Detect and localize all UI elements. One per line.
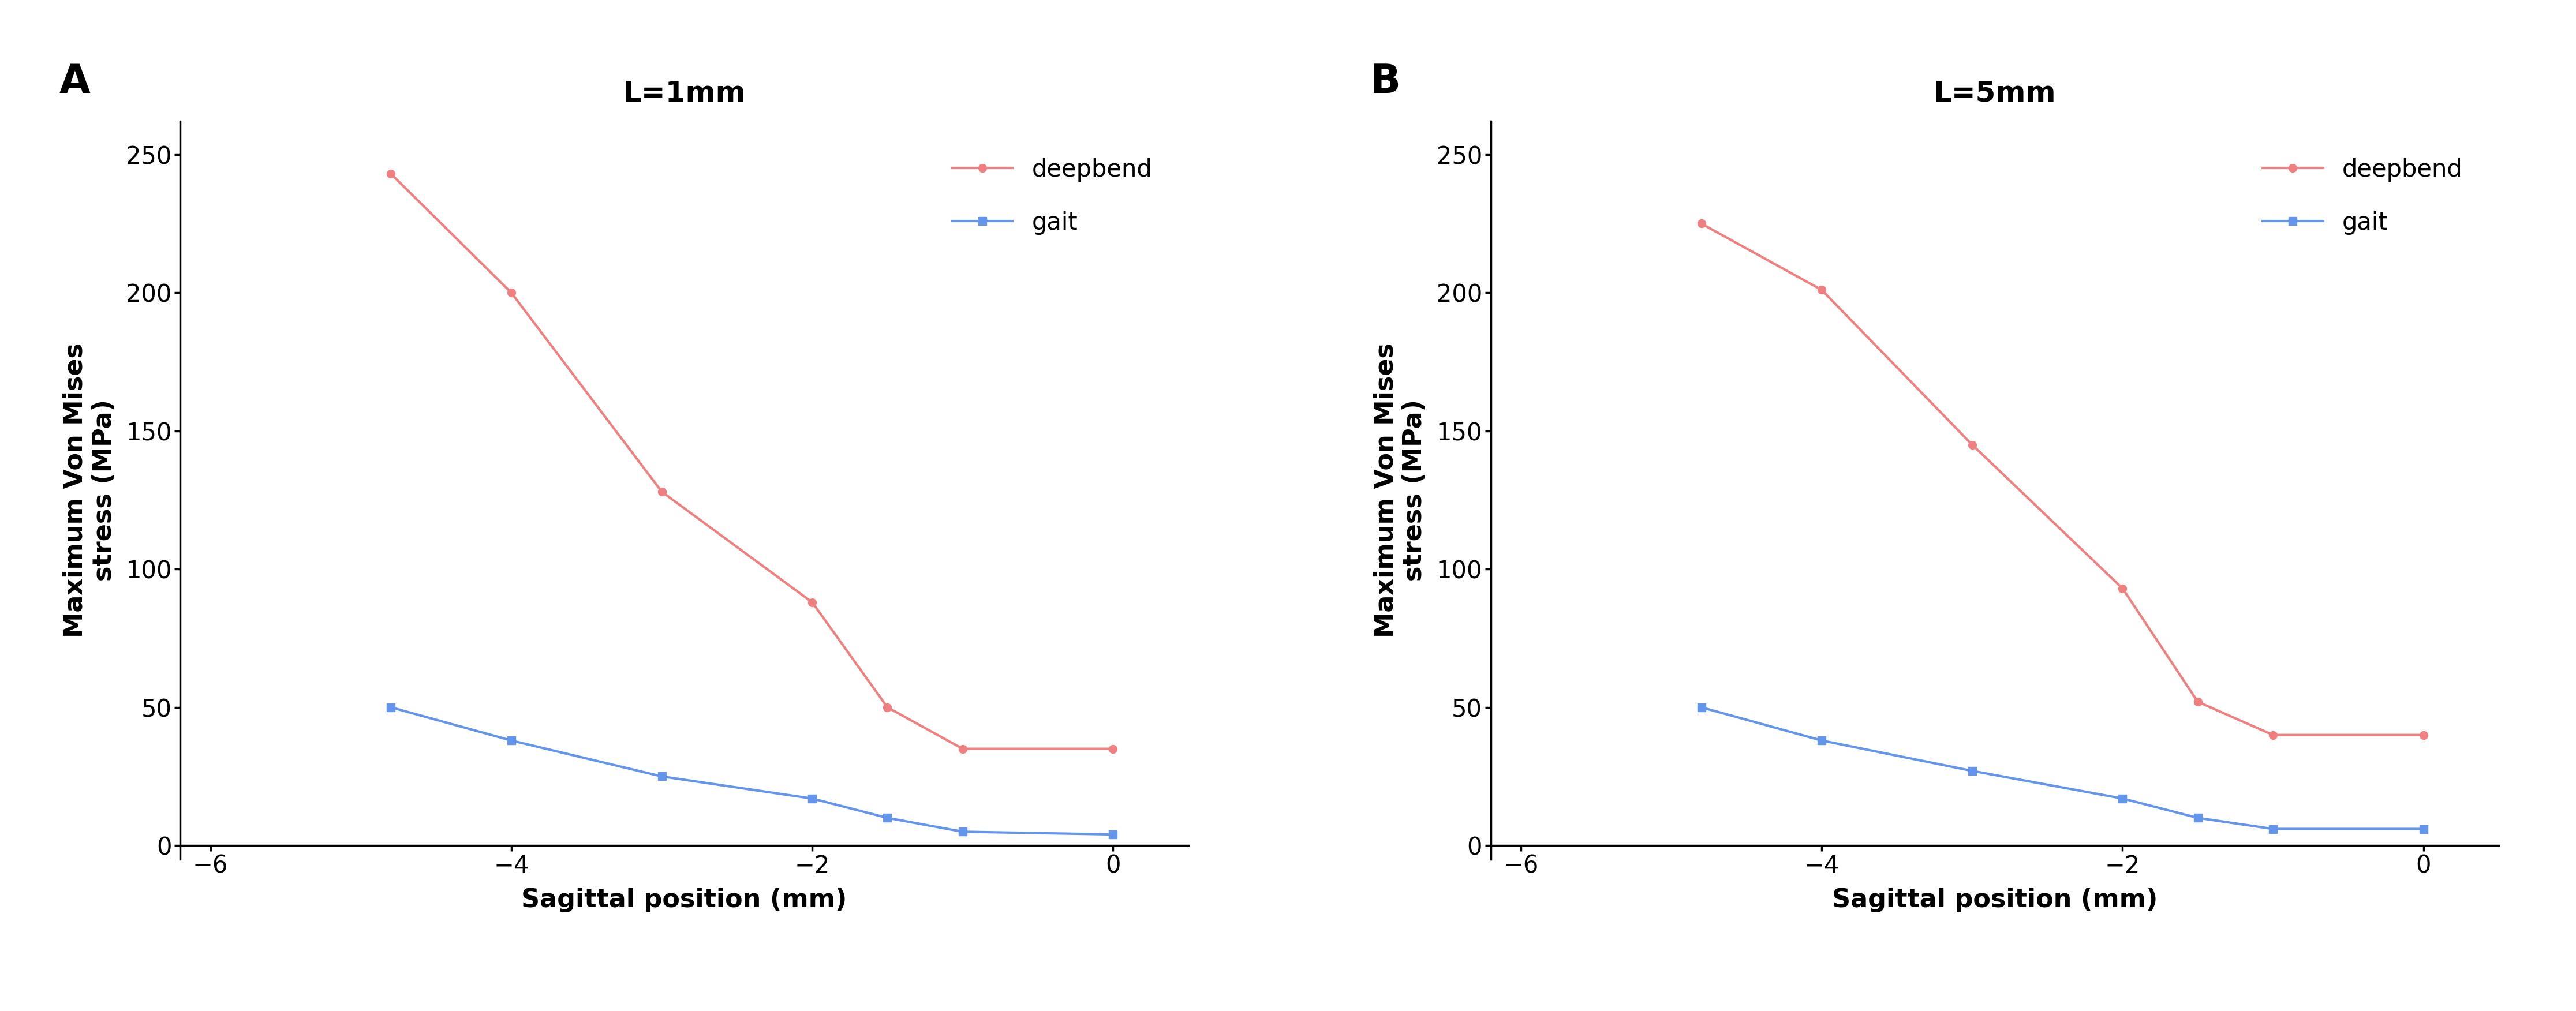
Line: deepbend: deepbend: [386, 170, 1118, 753]
Line: gait: gait: [386, 704, 1118, 838]
gait: [495, 734, 526, 746]
deepbend: [2107, 582, 2138, 594]
deepbend: [1958, 439, 1989, 451]
Title: L=1mm: L=1mm: [623, 79, 744, 107]
gait: [2257, 823, 2287, 835]
deepbend: [495, 287, 526, 299]
Text: B: B: [1370, 63, 1401, 101]
deepbend: [1806, 284, 1837, 296]
gait: [376, 702, 407, 714]
deepbend: [2409, 729, 2439, 741]
gait: [2182, 812, 2213, 824]
deepbend: [2257, 729, 2287, 741]
deepbend: [647, 485, 677, 497]
deepbend: [2182, 696, 2213, 708]
gait: [1958, 765, 1989, 777]
gait: [871, 812, 902, 824]
deepbend: [948, 743, 979, 755]
gait: [647, 770, 677, 783]
X-axis label: Sagittal position (mm): Sagittal position (mm): [520, 888, 848, 913]
gait: [2409, 823, 2439, 835]
deepbend: [871, 702, 902, 714]
deepbend: [376, 168, 407, 180]
Y-axis label: Maximum Von Mises
stress (MPa): Maximum Von Mises stress (MPa): [1373, 343, 1427, 638]
Text: A: A: [59, 63, 90, 101]
deepbend: [1685, 217, 1716, 229]
Y-axis label: Maximum Von Mises
stress (MPa): Maximum Von Mises stress (MPa): [62, 343, 116, 638]
Line: gait: gait: [1698, 704, 2427, 833]
gait: [948, 826, 979, 838]
gait: [796, 793, 827, 805]
gait: [2107, 793, 2138, 805]
X-axis label: Sagittal position (mm): Sagittal position (mm): [1832, 888, 2159, 913]
gait: [1685, 702, 1716, 714]
Legend: deepbend, gait: deepbend, gait: [2239, 133, 2486, 259]
Line: deepbend: deepbend: [1698, 219, 2427, 739]
gait: [1097, 828, 1128, 840]
Legend: deepbend, gait: deepbend, gait: [927, 133, 1177, 259]
deepbend: [1097, 743, 1128, 755]
deepbend: [796, 596, 827, 609]
Title: L=5mm: L=5mm: [1935, 79, 2056, 107]
gait: [1806, 734, 1837, 746]
